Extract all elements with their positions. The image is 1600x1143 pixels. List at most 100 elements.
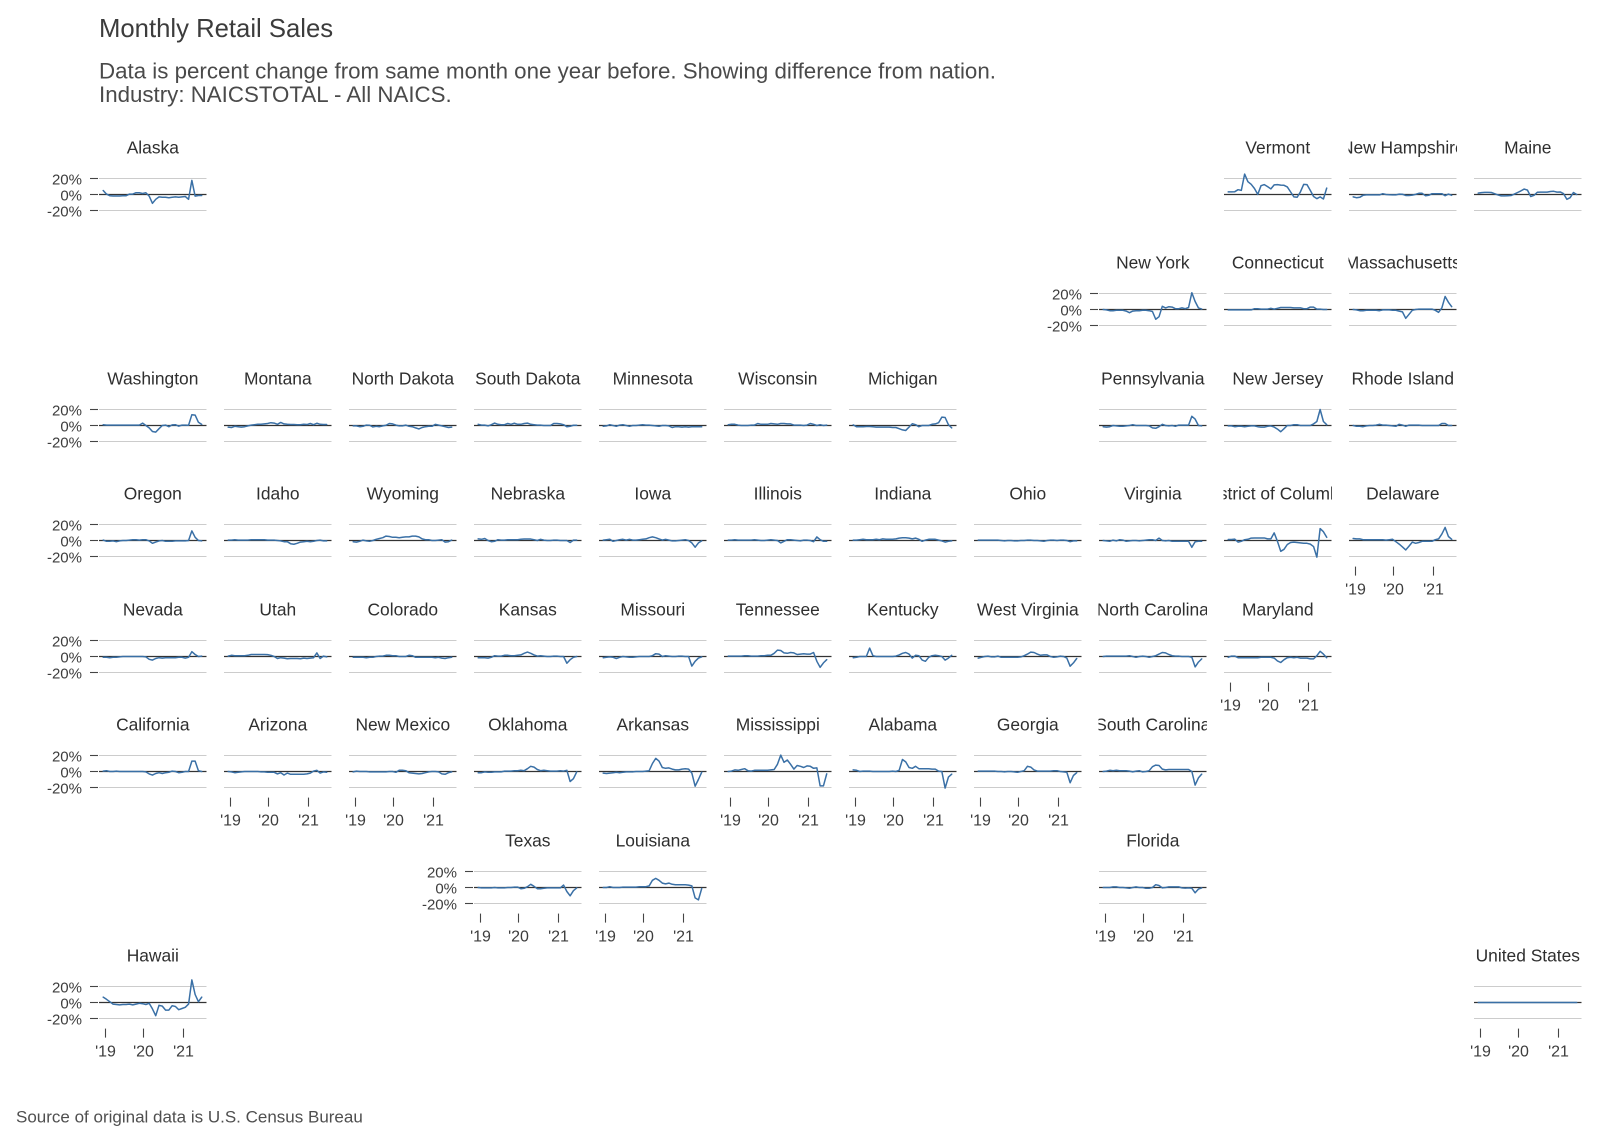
svg-text:Montana: Montana [244,369,312,389]
svg-text:Alabama: Alabama [868,715,937,735]
svg-text:Washington: Washington [107,369,198,389]
svg-text:Rhode Island: Rhode Island [1352,369,1454,389]
svg-text:-20%: -20% [47,550,82,567]
svg-text:Texas: Texas [505,831,551,851]
svg-text:'21: '21 [548,929,569,946]
svg-text:20%: 20% [52,403,82,420]
svg-text:0%: 0% [60,419,82,436]
svg-text:Florida: Florida [1126,831,1179,851]
svg-text:'20: '20 [1383,582,1404,599]
svg-text:'21: '21 [673,929,694,946]
svg-text:'20: '20 [1008,813,1029,830]
svg-text:'21: '21 [1423,582,1444,599]
svg-text:Arkansas: Arkansas [617,715,690,735]
svg-text:-20%: -20% [422,897,457,914]
svg-text:'21: '21 [173,1044,194,1061]
svg-text:Kansas: Kansas [499,600,557,620]
svg-text:Colorado: Colorado [368,600,439,620]
svg-text:-20%: -20% [47,204,82,221]
svg-text:0%: 0% [60,188,82,205]
svg-text:'21: '21 [923,813,944,830]
svg-text:Maine: Maine [1504,138,1551,158]
svg-text:'20: '20 [1133,929,1154,946]
svg-text:Virginia: Virginia [1124,484,1182,504]
svg-text:Delaware: Delaware [1366,484,1439,504]
svg-text:Wyoming: Wyoming [367,484,439,504]
svg-text:'21: '21 [423,813,444,830]
svg-text:'19: '19 [970,813,991,830]
svg-text:Oregon: Oregon [124,484,182,504]
svg-text:Michigan: Michigan [868,369,938,389]
svg-text:New York: New York [1116,253,1190,273]
svg-text:Industry: NAICSTOTAL - All NAI: Industry: NAICSTOTAL - All NAICS. [99,82,452,107]
svg-text:'19: '19 [95,1044,116,1061]
svg-text:Illinois: Illinois [754,484,803,504]
svg-text:0%: 0% [60,534,82,551]
svg-text:South Carolina: South Carolina [1095,715,1210,735]
svg-text:-20%: -20% [47,435,82,452]
svg-text:0%: 0% [435,881,457,898]
svg-text:-20%: -20% [47,1012,82,1029]
svg-text:Georgia: Georgia [997,715,1059,735]
svg-text:Nebraska: Nebraska [491,484,566,504]
svg-text:Vermont: Vermont [1245,138,1310,158]
svg-text:20%: 20% [52,172,82,189]
svg-text:0%: 0% [60,765,82,782]
svg-text:'20: '20 [758,813,779,830]
svg-text:District of Columbia: District of Columbia [1202,484,1353,504]
svg-text:'20: '20 [383,813,404,830]
svg-text:Maryland: Maryland [1242,600,1314,620]
svg-text:'21: '21 [1173,929,1194,946]
svg-text:Tennessee: Tennessee [736,600,820,620]
svg-text:'19: '19 [470,929,491,946]
svg-text:New Mexico: New Mexico [355,715,450,735]
svg-text:Source of original data is U.S: Source of original data is U.S. Census B… [16,1108,363,1127]
svg-text:Wisconsin: Wisconsin [738,369,817,389]
svg-text:'19: '19 [1220,698,1241,715]
svg-text:0%: 0% [60,650,82,667]
svg-text:Iowa: Iowa [634,484,671,504]
svg-text:Hawaii: Hawaii [127,946,179,966]
svg-text:20%: 20% [427,865,457,882]
svg-text:'19: '19 [845,813,866,830]
svg-text:'21: '21 [298,813,319,830]
svg-text:Louisiana: Louisiana [616,831,691,851]
svg-text:Massachusetts: Massachusetts [1345,253,1461,273]
svg-text:Monthly Retail Sales: Monthly Retail Sales [99,15,333,43]
svg-text:-20%: -20% [1047,319,1082,336]
svg-text:Alaska: Alaska [127,138,180,158]
svg-text:Utah: Utah [259,600,296,620]
svg-text:Data is percent change from sa: Data is percent change from same month o… [99,59,996,84]
svg-text:Connecticut: Connecticut [1232,253,1324,273]
svg-text:Nevada: Nevada [123,600,183,620]
svg-text:'19: '19 [1470,1044,1491,1061]
svg-text:North Carolina: North Carolina [1097,600,1209,620]
svg-text:'21: '21 [1298,698,1319,715]
svg-text:'20: '20 [258,813,279,830]
svg-text:'20: '20 [1258,698,1279,715]
svg-text:New Jersey: New Jersey [1232,369,1323,389]
svg-text:'21: '21 [1048,813,1069,830]
svg-text:Mississippi: Mississippi [736,715,820,735]
svg-text:'19: '19 [345,813,366,830]
svg-text:'20: '20 [1508,1044,1529,1061]
svg-text:'19: '19 [595,929,616,946]
svg-text:'19: '19 [1095,929,1116,946]
svg-text:Oklahoma: Oklahoma [488,715,568,735]
svg-text:Indiana: Indiana [874,484,931,504]
svg-text:20%: 20% [52,980,82,997]
svg-text:Kentucky: Kentucky [867,600,939,620]
svg-text:'20: '20 [133,1044,154,1061]
svg-text:0%: 0% [60,996,82,1013]
svg-text:Minnesota: Minnesota [613,369,694,389]
svg-text:California: California [116,715,190,735]
svg-text:20%: 20% [52,749,82,766]
svg-text:Idaho: Idaho [256,484,300,504]
svg-text:'19: '19 [220,813,241,830]
svg-text:'19: '19 [1345,582,1366,599]
svg-text:'19: '19 [720,813,741,830]
svg-text:-20%: -20% [47,666,82,683]
svg-text:'20: '20 [633,929,654,946]
svg-text:North Dakota: North Dakota [352,369,455,389]
svg-text:Arizona: Arizona [248,715,307,735]
